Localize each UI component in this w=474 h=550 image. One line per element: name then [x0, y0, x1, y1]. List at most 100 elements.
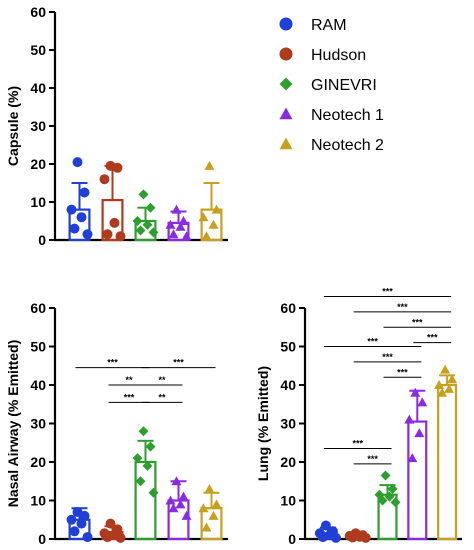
data-point-ram: [69, 223, 80, 234]
data-point-ginevri: [138, 426, 149, 437]
data-point-neotech-1: [414, 428, 425, 438]
data-point-ginevri: [138, 189, 149, 200]
y-tick-label: 40: [30, 377, 46, 393]
data-point-ram: [82, 229, 93, 240]
y-tick-label: 30: [30, 118, 46, 134]
data-point-ginevri: [135, 476, 146, 487]
data-point-hudson: [347, 532, 358, 543]
significance-label: ***: [397, 302, 408, 312]
data-point-ginevri: [148, 487, 159, 498]
data-point-ram: [76, 212, 87, 223]
data-point-neotech-1: [417, 397, 428, 407]
data-point-neotech-2: [211, 204, 222, 214]
significance-label: ***: [107, 358, 118, 368]
data-point-neotech-1: [171, 476, 182, 486]
bar-neotech-2: [437, 383, 458, 541]
data-point-neotech-1: [175, 221, 186, 231]
data-point-ram: [317, 532, 328, 543]
data-point-neotech-1: [168, 229, 179, 239]
legend-marker-neotech-2: [279, 137, 293, 150]
data-point-ram: [79, 510, 90, 521]
data-point-neotech-2: [198, 503, 209, 513]
data-point-neotech-1: [175, 499, 186, 509]
data-point-ram: [330, 532, 341, 543]
data-point-neotech-1: [407, 453, 418, 463]
data-point-ginevri: [387, 483, 398, 494]
data-point-neotech-1: [404, 414, 415, 424]
y-tick-label: 20: [30, 156, 46, 172]
legend-marker-neotech-1: [279, 107, 293, 120]
y-axis-label: Capsule (%): [5, 86, 21, 166]
y-tick-label: 0: [38, 232, 46, 248]
y-tick-label: 50: [280, 339, 296, 355]
y-tick-label: 30: [30, 416, 46, 432]
data-point-hudson: [109, 217, 120, 228]
significance-label: ***: [382, 352, 393, 362]
significance-label: **: [158, 392, 166, 402]
y-tick-label: 20: [30, 454, 46, 470]
data-point-neotech-2: [437, 387, 448, 397]
y-axis-label: Nasal Airway (% Emitted): [5, 340, 21, 508]
data-point-ram: [82, 532, 93, 543]
bar-ginevri: [134, 460, 157, 541]
y-tick-label: 60: [30, 4, 46, 20]
data-point-ginevri: [377, 495, 388, 506]
data-point-neotech-2: [440, 364, 451, 374]
y-tick-label: 10: [30, 194, 46, 210]
capsule-chart: 0 10 20 30 40 50 60 Capsule (%): [5, 4, 228, 248]
significance-label: ***: [352, 439, 363, 449]
y-tick-label: 60: [30, 300, 46, 316]
y-tick-label: 30: [280, 416, 296, 432]
legend-marker-ginevri: [279, 77, 293, 91]
y-tick-label: 60: [280, 300, 296, 316]
data-point-ginevri: [142, 460, 153, 471]
y-tick-label: 0: [38, 531, 46, 547]
data-point-neotech-2: [208, 510, 219, 520]
data-point-neotech-1: [165, 495, 176, 505]
significance-label: ***: [382, 286, 393, 296]
lung-chart: 0 10 20 30 40 50 60 Lung (% Emitted) *** *** *** **…: [255, 286, 462, 547]
data-point-ram: [79, 187, 90, 198]
data-point-ginevri: [145, 441, 156, 452]
data-point-neotech-2: [208, 219, 219, 229]
data-point-ginevri: [390, 497, 401, 508]
data-point-ram: [72, 157, 83, 168]
data-point-neotech-2: [204, 160, 215, 170]
legend-label-ram: RAM: [311, 17, 347, 34]
legend-label-hudson: Hudson: [311, 47, 366, 64]
data-point-neotech-1: [181, 231, 192, 241]
data-point-ginevri: [380, 470, 391, 481]
data-point-ginevri: [132, 453, 143, 464]
significance-label: ***: [367, 454, 378, 464]
y-tick-label: 50: [30, 339, 46, 355]
significance-label: ***: [367, 337, 378, 347]
data-point-hudson: [115, 532, 126, 543]
y-axis-label: Lung (% Emitted): [255, 366, 271, 481]
data-point-ram: [76, 518, 87, 529]
significance-label: ***: [397, 367, 408, 377]
significance-label: ***: [124, 392, 135, 402]
data-point-neotech-2: [201, 231, 212, 241]
data-point-neotech-1: [171, 204, 182, 214]
data-point-neotech-1: [410, 387, 421, 397]
data-point-ginevri: [148, 227, 159, 238]
data-point-hudson: [102, 532, 113, 543]
data-point-neotech-2: [201, 522, 212, 532]
legend-marker-ram: [279, 17, 293, 31]
data-point-hudson: [105, 518, 116, 529]
data-point-neotech-2: [211, 499, 222, 509]
data-point-hudson: [115, 231, 126, 242]
data-point-neotech-2: [434, 380, 445, 389]
data-point-ram: [320, 520, 331, 531]
y-tick-label: 50: [30, 42, 46, 58]
significance-label: **: [158, 375, 166, 385]
data-point-ram: [66, 204, 77, 215]
significance-label: ***: [412, 317, 423, 327]
significance-label: **: [125, 375, 133, 385]
y-tick-label: 10: [30, 493, 46, 509]
data-point-ginevri: [145, 202, 156, 213]
y-tick-label: 20: [280, 454, 296, 470]
legend-label-ginevri: GINEVRI: [311, 77, 377, 94]
